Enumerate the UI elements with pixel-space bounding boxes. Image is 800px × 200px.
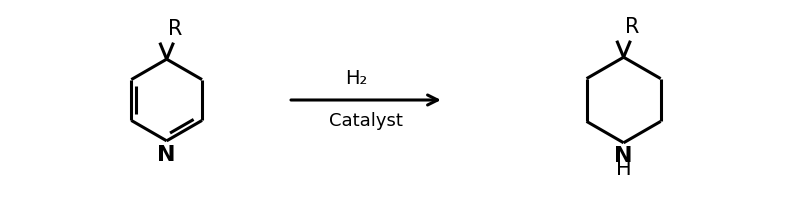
Text: Catalyst: Catalyst [329,112,403,130]
Text: H: H [616,159,631,179]
Text: H₂: H₂ [345,69,367,88]
Text: N: N [158,145,176,165]
Text: R: R [625,17,639,37]
Text: N: N [614,146,633,166]
Text: R: R [168,19,182,39]
